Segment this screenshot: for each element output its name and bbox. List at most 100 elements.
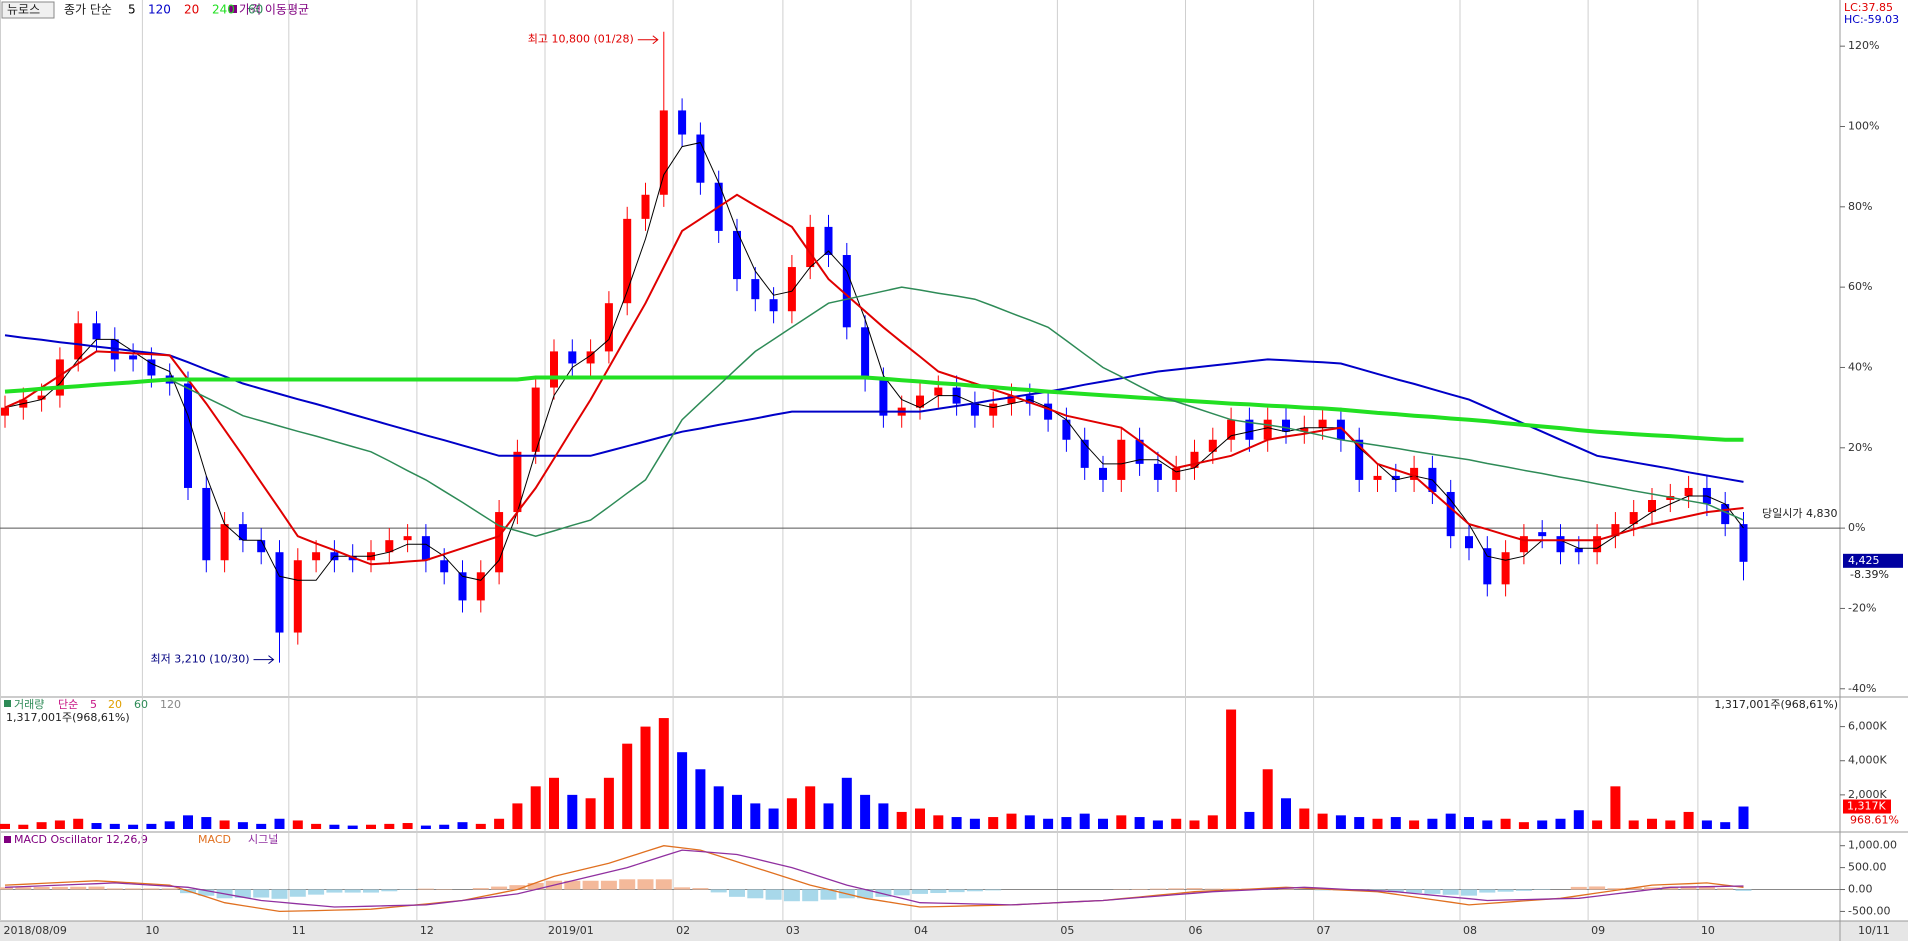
stock-name[interactable]: 뉴로스 (7, 3, 40, 17)
oscillator-bar (344, 889, 361, 893)
x-tick-label: 11 (292, 924, 306, 937)
oscillator-bar (783, 889, 800, 902)
volume-bar (1354, 817, 1365, 829)
volume-bar (18, 824, 29, 829)
candle-body (202, 487, 211, 561)
volume-bar (1720, 822, 1731, 829)
candle-body (1538, 532, 1547, 537)
oscillator-bar (289, 889, 306, 897)
candle-body (659, 110, 668, 195)
candle-body (531, 387, 540, 452)
volume-bar (1500, 818, 1511, 829)
volume-bar (1134, 817, 1145, 829)
legend-swatch (4, 836, 11, 843)
volume-bar (128, 824, 139, 829)
volume-bar (1226, 709, 1237, 829)
candle-body (1519, 536, 1528, 553)
candle-body (1465, 536, 1473, 549)
oscillator-bar (1387, 889, 1404, 893)
candle-body (1117, 439, 1126, 480)
oscillator-bar (198, 889, 215, 896)
volume-bar (1628, 820, 1639, 829)
candle-body (1282, 419, 1290, 432)
volume-bar (530, 786, 541, 829)
volume-bar (1299, 808, 1310, 829)
candle-body (1593, 536, 1602, 553)
y-tick-label: -500.00 (1848, 904, 1890, 917)
oscillator-bar (472, 888, 489, 890)
volume-bar (1006, 813, 1017, 829)
candle-body (1373, 475, 1382, 480)
legend-suffix: 가격 이동평균 (239, 3, 309, 17)
candle-body (1648, 500, 1656, 513)
oscillator-bar (1149, 888, 1166, 890)
last-price-box (1843, 553, 1903, 568)
volume-bar (1079, 813, 1090, 829)
oscillator-bar (893, 889, 910, 896)
oscillator-bar (1223, 888, 1240, 890)
date-axis-strip (0, 921, 1908, 941)
macd-line (4, 845, 1744, 913)
volume-bar (256, 823, 267, 829)
oscillator-bar (564, 880, 581, 890)
volume-bar (1189, 820, 1200, 829)
oscillator-bar (143, 888, 160, 890)
volume-bar (1024, 815, 1035, 829)
oscillator-bar (1589, 886, 1606, 890)
candle-body (421, 536, 430, 561)
y-tick-label: 60% (1848, 280, 1872, 293)
oscillator-bar (1204, 888, 1221, 890)
candle-body (970, 403, 979, 416)
candle-body (934, 387, 943, 396)
volume-bar (603, 777, 614, 829)
candle-body (312, 552, 321, 561)
volume-bar (109, 823, 120, 829)
volume-bar (1152, 820, 1163, 829)
volume-bar (988, 817, 999, 829)
volume-bar (750, 803, 761, 829)
oscillator-bar (491, 886, 508, 890)
y-tick-label: 2,000K (1848, 788, 1887, 801)
volume-bar (1409, 820, 1420, 829)
y-tick-label: 0.00 (1848, 883, 1873, 896)
volume-bar (1573, 810, 1584, 829)
volume-bar (915, 808, 925, 829)
oscillator-bar (308, 889, 325, 895)
oscillator-bar (1168, 888, 1185, 890)
volume-bar (439, 824, 450, 829)
candle-body (1044, 403, 1053, 420)
candle-body (641, 194, 650, 219)
x-tick-label: 12 (420, 924, 434, 937)
candle-body (1172, 467, 1181, 480)
candle-body (769, 299, 778, 312)
macd-line (4, 849, 1744, 908)
y-tick-label: 80% (1848, 200, 1872, 213)
x-tick-label: 08 (1463, 924, 1477, 937)
candle-body (806, 226, 815, 268)
y-tick-label: 6,000K (1848, 720, 1887, 733)
x-tick-label: 03 (786, 924, 800, 937)
candle-body (696, 134, 705, 183)
volume-bar (1647, 818, 1657, 829)
volume-bar (1043, 818, 1054, 829)
oscillator-bar (692, 888, 709, 890)
volume-bar (1207, 815, 1218, 829)
volume-bar (1445, 813, 1456, 829)
oscillator-bar (1515, 889, 1532, 891)
candle-body (495, 512, 504, 573)
volume-title: 거래량 (14, 698, 44, 711)
stock-name-box[interactable] (1, 1, 55, 19)
oscillator-bar (857, 889, 874, 899)
volume-bar (146, 823, 157, 829)
candle-body (257, 540, 266, 553)
candle-body (1135, 439, 1144, 464)
legend-swatch (229, 5, 237, 13)
legend-entry: 60 (248, 3, 263, 17)
oscillator-bar (985, 889, 1002, 891)
oscillator-bar (125, 888, 142, 890)
volume-bar (494, 818, 505, 829)
volume-bar (860, 794, 871, 829)
x-tick-label: 09 (1591, 924, 1605, 937)
candle-body (1739, 524, 1748, 562)
volume-bar (1335, 815, 1346, 829)
